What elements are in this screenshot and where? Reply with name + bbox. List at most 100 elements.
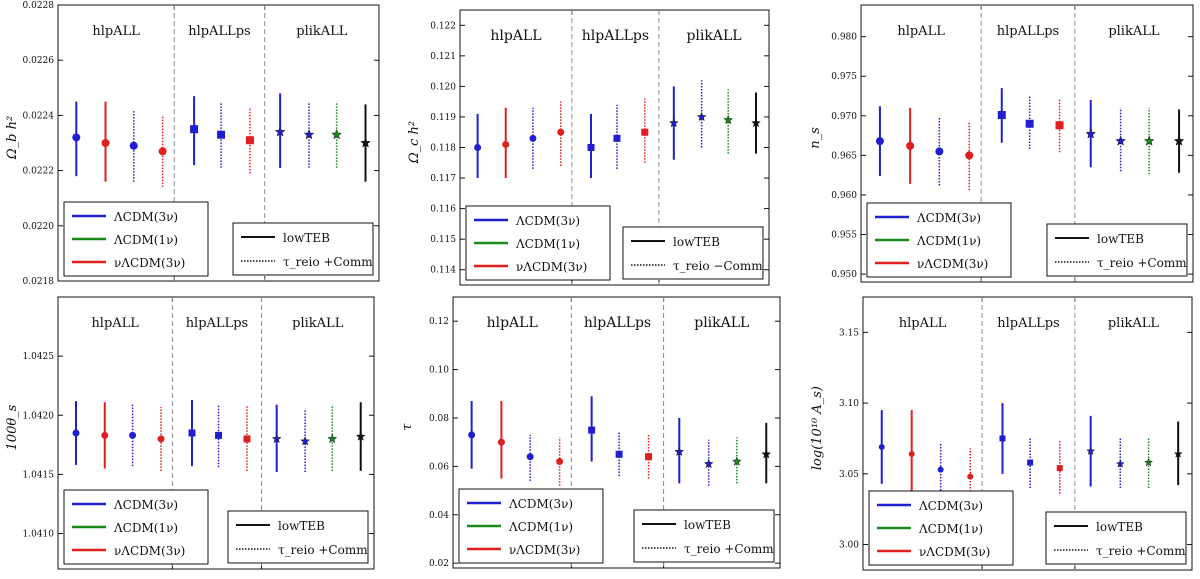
group-label-plikALL: plikALL	[1108, 316, 1160, 331]
legend-models: ΛCDM(3ν) ΛCDM(1ν) νΛCDM(3ν)	[63, 489, 209, 565]
y-tick-label: 0.116	[430, 205, 456, 215]
data-point-star	[355, 431, 366, 441]
legend-model-label: νΛCDM(3ν)	[114, 256, 185, 270]
data-point-star	[668, 117, 679, 128]
y-tick-label: 1.0415	[23, 470, 55, 480]
data-point-circle	[529, 134, 537, 142]
legend-data: lowTEB τ_reio +Comm	[232, 222, 374, 276]
legend-model-label: ΛCDM(1ν)	[918, 522, 983, 536]
data-point-circle	[101, 431, 109, 439]
data-point-square	[188, 429, 196, 437]
y-tick-label: 0.122	[430, 21, 456, 31]
data-point-square	[190, 125, 199, 134]
group-label-hlpALL: hlpALL	[897, 24, 945, 39]
data-point-square	[1027, 459, 1034, 466]
data-point-circle	[129, 431, 137, 439]
legend-models: ΛCDM(3ν) ΛCDM(1ν) νΛCDM(3ν)	[868, 490, 1014, 566]
legend-models-box	[63, 489, 209, 565]
legend-data-box	[1046, 223, 1188, 277]
chart-panel-6: 3.00 3.05 3.10 3.15 log(10¹⁰ A_s) hlpALL hlpAL…	[810, 296, 1193, 571]
data-point-star	[303, 128, 315, 140]
data-point-star	[703, 458, 714, 469]
data-point-square	[997, 111, 1006, 120]
y-axis-label: n_s	[808, 127, 823, 149]
chart-panel-2: 0.114 0.115 0.116 0.117 0.118 0.119 0.120 0.121…	[407, 9, 770, 286]
y-tick-label: 0.115	[430, 235, 456, 245]
data-point-star	[331, 128, 343, 140]
chart-panel-4: 1.0410 1.0415 1.0420 1.0425 100θ_s hlpALL hlpA…	[5, 296, 375, 570]
legend-model-label: νΛCDM(3ν)	[919, 545, 990, 559]
data-point-circle	[965, 151, 974, 160]
group-label-hlpALLps: hlpALLps	[186, 316, 249, 331]
data-point-circle	[878, 443, 885, 450]
y-tick-label: 0.117	[430, 174, 456, 184]
y-tick-label: 0.0220	[23, 222, 55, 232]
y-tick-label: 0.0228	[23, 1, 55, 11]
legend-data-label: τ_reio −Comm	[673, 259, 763, 273]
y-tick-label: 0.0218	[23, 277, 55, 287]
group-label-hlpALL: hlpALL	[899, 316, 947, 331]
legend-models-box	[458, 488, 604, 564]
group-label-hlpALLps: hlpALLps	[997, 316, 1060, 331]
data-point-square	[641, 128, 649, 136]
data-point-square	[243, 435, 251, 443]
group-label-plikALL: plikALL	[694, 315, 749, 331]
legend-data-box	[1045, 511, 1187, 565]
legend-model-label: νΛCDM(3ν)	[114, 544, 185, 558]
legend-models: ΛCDM(3ν) ΛCDM(1ν) νΛCDM(3ν)	[63, 201, 209, 277]
legend-data: lowTEB τ_reio −Comm	[622, 226, 764, 280]
y-axis-label: Ω_b h²	[5, 116, 20, 160]
data-point-circle	[157, 435, 165, 443]
legend-data-label: lowTEB	[278, 519, 325, 533]
y-tick-label: 0.980	[831, 33, 857, 43]
group-label-hlpALLps: hlpALLps	[997, 24, 1060, 39]
chart-panel-5: 0.02 0.04 0.06 0.08 0.10 0.12 τ hlpALL hlpALLps p…	[400, 296, 781, 569]
legend-model-label: ΛCDM(3ν)	[113, 498, 178, 512]
y-tick-label: 0.02	[429, 559, 449, 569]
legend-models: ΛCDM(3ν) ΛCDM(1ν) νΛCDM(3ν)	[458, 488, 604, 564]
group-label-plikALL: plikALL	[296, 24, 348, 39]
legend-data-label: τ_reio +Comm	[1096, 544, 1186, 558]
data-point-circle	[497, 438, 505, 446]
y-tick-label: 0.955	[831, 231, 857, 241]
y-tick-label: 0.975	[831, 72, 857, 82]
data-point-square	[1025, 119, 1034, 128]
legend-data-label: τ_reio +Comm	[1097, 256, 1187, 270]
y-tick-label: 0.10	[429, 366, 449, 376]
y-tick-label: 0.06	[429, 462, 449, 472]
data-point-circle	[906, 141, 915, 150]
y-tick-label: 3.15	[839, 328, 859, 338]
data-point-star	[723, 114, 734, 125]
y-tick-label: 1.0410	[23, 530, 55, 540]
y-tick-label: 1.0425	[23, 352, 55, 362]
data-point-circle	[935, 147, 944, 156]
data-point-star	[1085, 128, 1097, 139]
data-point-star	[674, 446, 685, 457]
data-point-circle	[158, 147, 167, 156]
data-point-circle	[72, 133, 81, 142]
y-tick-label: 0.0224	[23, 111, 55, 121]
y-axis-label: log(10¹⁰ A_s)	[810, 386, 825, 470]
legend-data-label: lowTEB	[1097, 232, 1144, 246]
data-point-circle	[474, 144, 482, 151]
legend-data-box	[232, 222, 374, 276]
y-tick-label: 3.05	[839, 470, 859, 480]
group-label-plikALL: plikALL	[292, 316, 344, 331]
y-tick-label: 0.114	[430, 266, 456, 276]
y-tick-label: 1.0420	[23, 411, 55, 421]
y-tick-label: 0.120	[430, 82, 456, 92]
data-point-star	[1173, 449, 1183, 458]
data-point-circle	[72, 429, 80, 437]
legend-data-label: lowTEB	[684, 518, 731, 532]
group-label-hlpALLps: hlpALLps	[584, 315, 651, 331]
legend-data: lowTEB τ_reio +Comm	[227, 510, 369, 564]
data-point-circle	[526, 453, 534, 461]
legend-data-label: τ_reio +Comm	[278, 543, 368, 557]
legend-model-label: ΛCDM(3ν)	[515, 214, 580, 228]
y-tick-label: 3.00	[839, 541, 859, 551]
data-point-star	[1086, 446, 1096, 455]
data-point-square	[587, 144, 595, 151]
legend-data-label: τ_reio +Comm	[283, 255, 373, 269]
legend-data-box	[633, 509, 775, 563]
